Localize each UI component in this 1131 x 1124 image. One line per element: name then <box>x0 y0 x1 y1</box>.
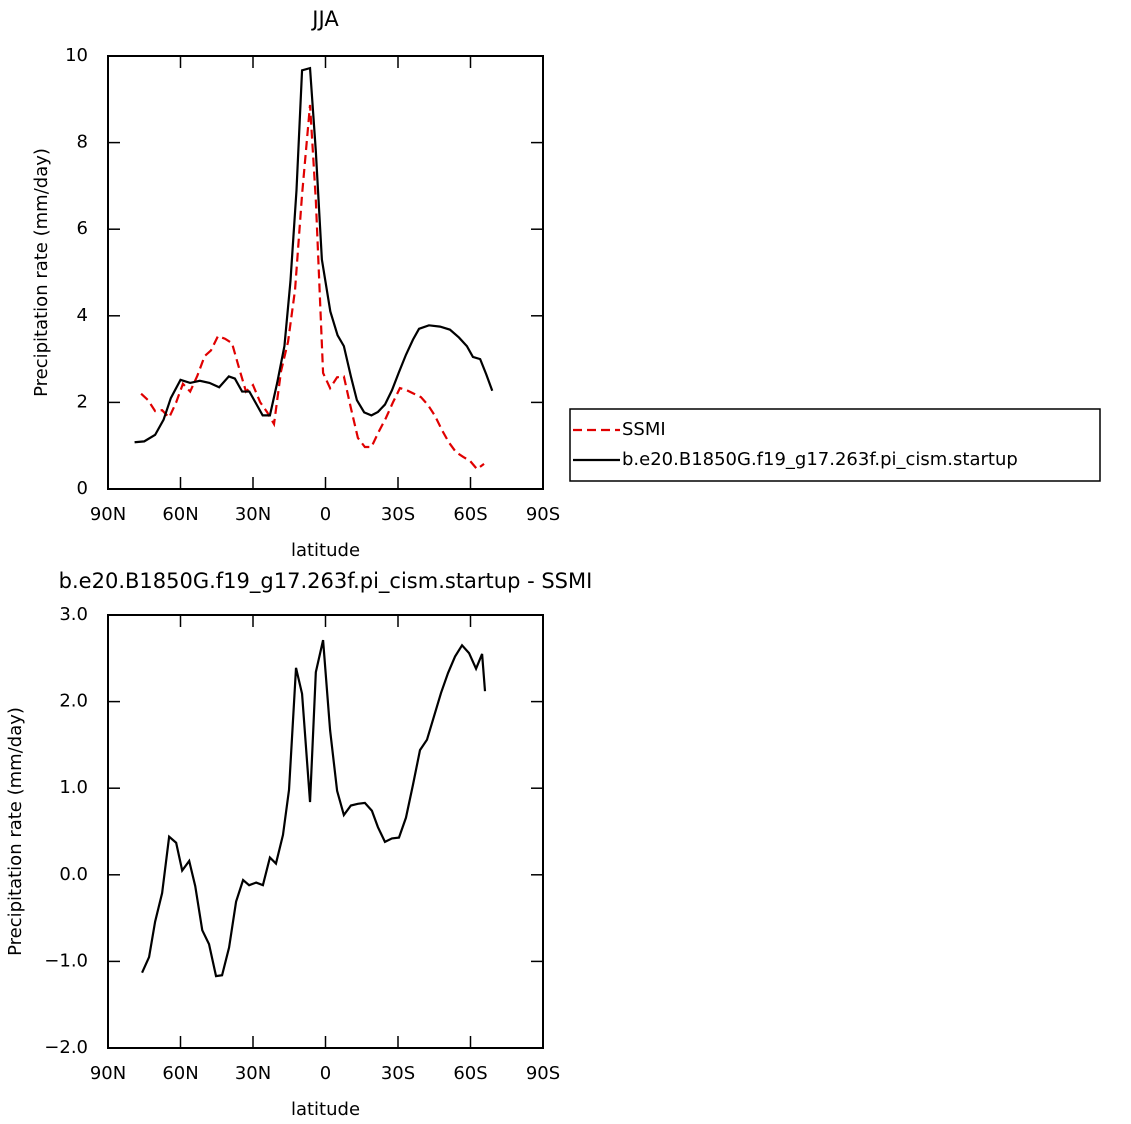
data-line <box>140 104 485 471</box>
plot-frame <box>107 614 544 1049</box>
y-tick-label: 2.0 <box>59 691 88 712</box>
x-axis-label: latitude <box>291 1099 360 1120</box>
chart-title: b.e20.B1850G.f19_g17.263f.pi_cism.startu… <box>59 569 593 594</box>
x-tick-label: 90N <box>90 1063 126 1084</box>
x-tick-label: 30S <box>381 1063 415 1084</box>
y-tick-label: 0 <box>77 478 88 499</box>
y-tick-label: −2.0 <box>44 1037 88 1058</box>
y-tick-label: 10 <box>65 45 88 66</box>
x-tick-label: 60S <box>453 1063 487 1084</box>
x-tick-label: 30S <box>381 504 415 525</box>
plot-frame <box>107 55 544 490</box>
y-axis-label: Precipitation rate (mm/day) <box>5 707 26 956</box>
y-tick-label: 1.0 <box>59 777 88 798</box>
x-tick-label: 0 <box>320 504 331 525</box>
legend-box <box>569 408 1101 482</box>
x-tick-label: 30N <box>235 1063 271 1084</box>
y-tick-label: 2 <box>77 391 88 412</box>
y-tick-label: 4 <box>77 305 88 326</box>
x-tick-label: 90S <box>526 1063 560 1084</box>
y-axis-label: Precipitation rate (mm/day) <box>31 148 52 397</box>
x-tick-label: 90S <box>526 504 560 525</box>
x-tick-label: 0 <box>320 1063 331 1084</box>
legend-label: b.e20.B1850G.f19_g17.263f.pi_cism.startu… <box>622 449 1018 470</box>
x-tick-label: 60N <box>162 504 198 525</box>
x-tick-label: 60S <box>453 504 487 525</box>
chart-title: JJA <box>310 7 339 31</box>
data-line <box>141 639 487 978</box>
data-line <box>134 66 494 444</box>
y-tick-label: 6 <box>77 218 88 239</box>
legend-label: SSMI <box>622 419 666 440</box>
y-tick-label: −1.0 <box>44 950 88 971</box>
x-axis-label: latitude <box>291 540 360 561</box>
y-tick-label: 8 <box>77 132 88 153</box>
y-tick-label: 0.0 <box>59 864 88 885</box>
x-tick-label: 90N <box>90 504 126 525</box>
y-tick-label: 3.0 <box>59 604 88 625</box>
x-tick-label: 30N <box>235 504 271 525</box>
x-tick-label: 60N <box>162 1063 198 1084</box>
